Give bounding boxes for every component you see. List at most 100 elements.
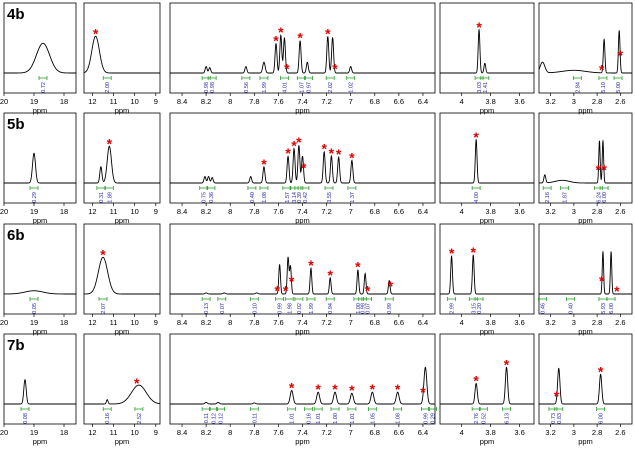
integral-value: 1.00 xyxy=(333,413,339,424)
integral-value: 5.93 xyxy=(601,303,607,314)
integral-value: 3.14 xyxy=(292,192,298,203)
spectrum-trace xyxy=(84,384,161,405)
peak-marker: * xyxy=(365,283,371,299)
integral-value: 6.00 xyxy=(602,192,608,203)
panel-4b-3: 0.98 0.98 0.56 1.99 4.01 1.07 0.97 2.02 1.02****… xyxy=(169,2,436,115)
integral-value: 0.83 xyxy=(557,413,563,424)
integral-value: 0.99 xyxy=(387,303,393,314)
axis-label: ppm xyxy=(578,437,593,446)
spectrum-row-6b: 0.05 20 19 18 ppm 2.07 * 12 11 10 9 ppm 0.13 0.07 0.10… xyxy=(0,223,633,336)
peak-marker: * xyxy=(473,129,479,145)
tick-label: 3.6 xyxy=(514,207,524,216)
tick-label: 4 xyxy=(460,428,464,437)
tick-label: 18 xyxy=(60,97,68,106)
integral-value: 1.89 xyxy=(107,192,113,203)
integral-value: 0.29 xyxy=(32,192,38,203)
tick-label: 7 xyxy=(349,207,353,216)
peak-marker: * xyxy=(284,60,290,76)
axis-label: ppm xyxy=(115,437,130,446)
spectrum-trace xyxy=(170,34,435,74)
panel-6b-5: 0.46 0.40 5.93 6.00 * * 3.2 3 2.8 2.6 ppm xyxy=(538,223,633,336)
tick-label: 8.2 xyxy=(201,318,211,327)
integral-value: 0.73 xyxy=(551,413,557,424)
panel-4b-4: 3.03 1.41 * 4 3.8 3.6 ppm xyxy=(439,2,535,115)
tick-label: 7.8 xyxy=(249,207,259,216)
tick-label: 3.8 xyxy=(485,97,495,106)
integral-value: 0.72 xyxy=(41,82,47,93)
integral-value: 2.00 xyxy=(105,82,111,93)
spectrum-trace xyxy=(440,254,534,295)
integral-value: 0.20 xyxy=(477,303,483,314)
integral-value: 0.16 xyxy=(307,413,313,424)
integral-value: 3.15 xyxy=(471,303,477,314)
peak-marker: * xyxy=(596,161,602,177)
tick-label: 7.6 xyxy=(273,318,283,327)
integral-value: 4.01 xyxy=(282,82,288,93)
spectrum-trace xyxy=(539,367,632,405)
panel-frame xyxy=(538,2,633,94)
axis-label: ppm xyxy=(115,216,130,225)
integral-value: 0.52 xyxy=(481,413,487,424)
integral-value: 1.01 xyxy=(350,413,356,424)
tick-label: 3 xyxy=(572,318,576,327)
tick-label: 7 xyxy=(349,428,353,437)
integral-value: 1.01 xyxy=(316,413,322,424)
integral-value: 1.08 xyxy=(262,192,268,203)
panel-frame xyxy=(83,112,161,204)
tick-label: 20 xyxy=(0,318,8,327)
tick-label: 8 xyxy=(228,428,232,437)
tick-label: 7 xyxy=(349,97,353,106)
panel-4b-5: 2.84 5.10 5.00 * * 3.2 3 2.8 2.6 ppm xyxy=(538,2,633,115)
tick-label: 11 xyxy=(110,318,118,327)
axis-label: ppm xyxy=(578,216,593,225)
tick-label: 6.4 xyxy=(418,97,428,106)
tick-label: 2.6 xyxy=(615,97,625,106)
tick-label: 7.4 xyxy=(297,97,307,106)
integral-value: 1.08 xyxy=(396,413,402,424)
tick-label: 6.4 xyxy=(418,318,428,327)
tick-label: 7 xyxy=(349,318,353,327)
panel-frame xyxy=(83,333,161,425)
tick-label: 8.4 xyxy=(177,97,187,106)
tick-label: 7.4 xyxy=(297,207,307,216)
integral-value: 2.84 xyxy=(575,82,581,93)
tick-label: 19 xyxy=(30,428,38,437)
tick-label: 6.6 xyxy=(394,428,404,437)
row-label: 6b xyxy=(7,227,25,244)
tick-label: 6.6 xyxy=(394,207,404,216)
integral-value: 2.07 xyxy=(101,303,107,314)
integral-value: 0.40 xyxy=(250,192,256,203)
tick-label: 7.4 xyxy=(297,318,307,327)
tick-label: 20 xyxy=(0,207,8,216)
integral-value: 0.75 xyxy=(202,192,208,203)
panel-frame xyxy=(439,333,535,425)
tick-label: 11 xyxy=(110,97,118,106)
integral-value: 0.11 xyxy=(204,413,210,423)
integral-value: 0.40 xyxy=(568,303,574,314)
peak-marker: * xyxy=(289,380,295,396)
integral-value: 0.12 xyxy=(219,413,225,424)
axis-label: ppm xyxy=(33,327,48,336)
tick-label: 6.4 xyxy=(418,207,428,216)
tick-label: 8 xyxy=(228,207,232,216)
tick-label: 3.6 xyxy=(514,428,524,437)
peak-marker: * xyxy=(332,60,338,76)
peak-marker: * xyxy=(504,356,510,372)
panel-6b-2: 2.07 * 12 11 10 9 ppm xyxy=(83,223,161,336)
tick-label: 19 xyxy=(30,97,38,106)
tick-label: 6.6 xyxy=(394,318,404,327)
integral-value: 1.41 xyxy=(483,82,489,93)
integral-value: 0.29 xyxy=(431,413,437,424)
peak-marker: * xyxy=(476,19,482,35)
integral-value: 2.76 xyxy=(474,413,480,424)
peak-marker: * xyxy=(107,135,113,151)
tick-label: 6.6 xyxy=(394,97,404,106)
peak-marker: * xyxy=(601,161,607,177)
axis-label: ppm xyxy=(295,437,310,446)
tick-label: 6.4 xyxy=(418,428,428,437)
tick-label: 3.2 xyxy=(545,318,555,327)
tick-label: 2.6 xyxy=(615,207,625,216)
peak-marker: * xyxy=(614,283,620,299)
tick-label: 4 xyxy=(460,207,464,216)
panel-4b-1: 0.72 20 19 18 ppm xyxy=(0,2,77,115)
